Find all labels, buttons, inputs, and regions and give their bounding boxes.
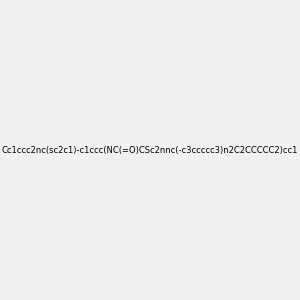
Text: Cc1ccc2nc(sc2c1)-c1ccc(NC(=O)CSc2nnc(-c3ccccc3)n2C2CCCCC2)cc1: Cc1ccc2nc(sc2c1)-c1ccc(NC(=O)CSc2nnc(-c3… xyxy=(2,146,298,154)
